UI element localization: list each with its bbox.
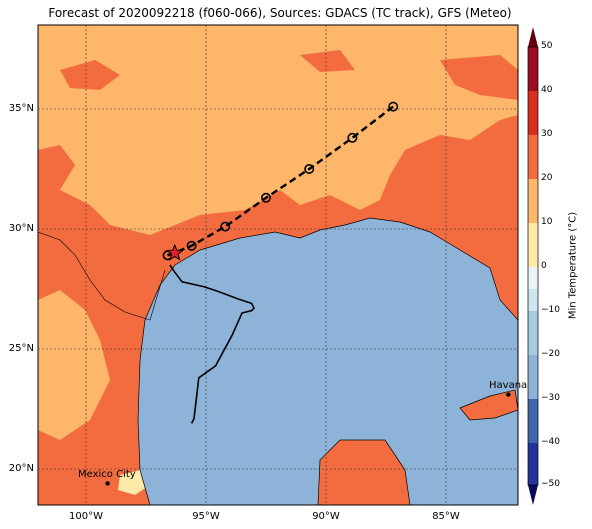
lat-tick-35: 35°N [8,103,34,114]
map-frame [37,24,519,506]
mexico-city-label: Mexico City [78,469,136,480]
lat-tick-20: 20°N [8,463,34,474]
forecast-point-1 [186,240,197,251]
cb-tick-50: 50 [541,41,553,51]
lon-tick-95w: 95°W [192,511,220,522]
cb-tick-m40: −40 [541,437,560,447]
land-hot-patch-north [60,60,120,90]
cb-tick-m10: −10 [541,305,560,315]
forecast-point-4 [304,164,315,175]
cb-tick-m50: −50 [541,479,560,489]
yucatan-peninsula [317,439,411,505]
forecast-track-line [167,105,394,257]
havana-label: Havana [489,380,528,391]
cb-tick-m30: −30 [541,393,560,403]
cuba-island [459,389,518,421]
us-mexico-border [38,231,166,321]
lon-tick-85w: 85°W [432,511,460,522]
havana-marker [506,392,511,397]
cb-tick-20: 20 [541,173,553,183]
cb-tick-10: 10 [541,217,553,227]
lat-tick-30: 30°N [8,223,34,234]
cb-tick-30: 30 [541,129,553,139]
lat-tick-25: 25°N [8,343,34,354]
lon-tick-90w: 90°W [312,511,340,522]
water-body [137,217,518,505]
forecast-point-5 [347,132,358,143]
forecast-point-2 [220,221,231,232]
cb-tick-0: 0 [541,261,547,271]
forecast-point-3 [260,192,271,203]
observed-track-line [169,264,255,424]
grid-lines [38,25,518,505]
colorbar-label: Min Temperature (°C) [567,211,579,320]
forecast-point-6 [388,101,399,112]
map-title: Forecast of 2020092218 (f060-066), Sourc… [48,6,512,20]
mexico-city-marker [105,481,110,486]
land-warm-mexico [38,290,110,440]
storm-position-marker [165,243,184,261]
colorbar [527,27,539,505]
cb-tick-m20: −20 [541,349,560,359]
land-hot-patch-ne [300,50,355,72]
land-hot-patch-east [440,55,518,100]
lon-tick-100w: 100°W [69,511,103,522]
cb-tick-40: 40 [541,85,553,95]
